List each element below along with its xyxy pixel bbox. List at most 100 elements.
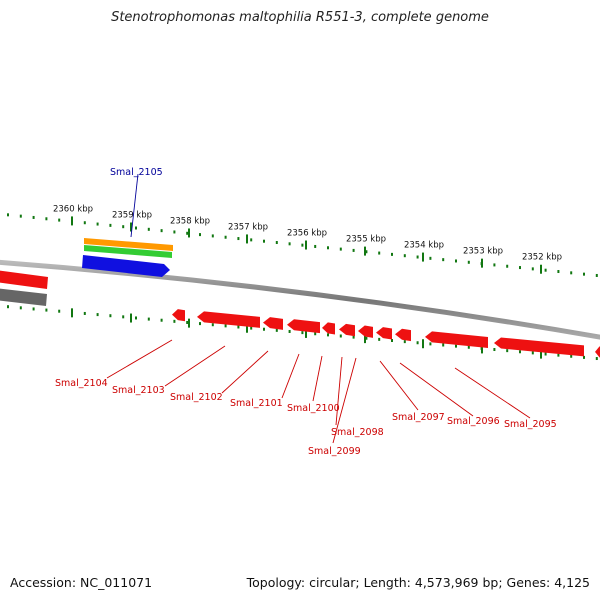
tick-label: 2356 kbp bbox=[287, 229, 327, 239]
tick-dot bbox=[301, 331, 304, 335]
gene-label[interactable]: Smal_2096 bbox=[447, 416, 500, 427]
tick-dot bbox=[544, 352, 547, 356]
tick-dot bbox=[378, 251, 381, 255]
gene-reverse bbox=[339, 323, 355, 337]
tick-dot bbox=[135, 226, 137, 230]
label-leader-line bbox=[281, 353, 300, 399]
tick-dot bbox=[288, 242, 291, 246]
tick-dot bbox=[96, 222, 99, 226]
tick-dot bbox=[275, 241, 278, 245]
label-leaders bbox=[106, 173, 531, 444]
label-leader-line bbox=[399, 362, 474, 417]
tick-dot bbox=[378, 337, 381, 341]
tick-label: 2358 kbp bbox=[170, 216, 210, 226]
gene-label[interactable]: Smal_2099 bbox=[308, 446, 361, 457]
gene-label[interactable]: Smal_2097 bbox=[392, 412, 445, 423]
tick-dot bbox=[45, 217, 48, 221]
tick-dot bbox=[583, 355, 585, 359]
tick-label: 2359 kbp bbox=[112, 210, 152, 220]
tick-dot bbox=[403, 254, 406, 258]
tick-dot bbox=[455, 259, 457, 263]
label-leader-line bbox=[221, 350, 269, 394]
gene-reverse bbox=[358, 325, 373, 338]
gene-label[interactable]: Smal_2101 bbox=[230, 398, 283, 409]
gene-label[interactable]: Smal_2095 bbox=[504, 419, 557, 430]
tick-dot bbox=[339, 247, 342, 251]
tick-dot bbox=[570, 271, 573, 275]
gene-label[interactable]: Smal_2104 bbox=[55, 378, 108, 389]
map-title: Stenotrophomonas maltophilia R551-3, com… bbox=[111, 10, 489, 25]
tick-dot bbox=[199, 233, 201, 237]
tick-dot bbox=[442, 258, 445, 262]
tick-dot bbox=[506, 264, 509, 268]
gene-reverse bbox=[494, 337, 584, 357]
tick-dot bbox=[160, 229, 163, 233]
tick-dot bbox=[416, 255, 419, 259]
tick-dot bbox=[531, 267, 534, 271]
label-leader-line bbox=[454, 367, 531, 419]
tick-dot bbox=[45, 308, 48, 312]
tick-dot bbox=[250, 326, 253, 330]
tick-dot bbox=[339, 334, 342, 338]
label-leader-line bbox=[164, 345, 226, 387]
gene-label[interactable]: Smal_2100 bbox=[287, 403, 340, 414]
tick-dot bbox=[263, 327, 265, 331]
gene-reverse bbox=[376, 327, 392, 340]
tick-dot bbox=[122, 315, 125, 319]
gene-label[interactable]: Smal_2105 bbox=[110, 167, 163, 178]
tick-dot bbox=[493, 263, 496, 267]
rna-feature-green bbox=[84, 245, 172, 258]
tick-dot bbox=[391, 338, 393, 342]
tick-dot bbox=[224, 324, 227, 328]
tick-label: 2352 kbp bbox=[522, 253, 562, 263]
tick-dot bbox=[557, 270, 560, 274]
label-leader-line bbox=[312, 355, 323, 402]
tick-dot bbox=[186, 320, 189, 324]
gene-label[interactable]: Smal_2103 bbox=[112, 385, 165, 396]
tick-dot bbox=[442, 343, 445, 347]
tick-dot bbox=[237, 237, 240, 241]
tick-dot bbox=[429, 342, 432, 346]
genome-backbone bbox=[0, 259, 600, 340]
tick-label: 2355 kbp bbox=[346, 235, 386, 245]
tick-dot bbox=[147, 317, 150, 321]
tick-dot bbox=[403, 340, 406, 344]
tick-dot bbox=[365, 250, 368, 254]
tick-ring bbox=[7, 213, 598, 361]
tick-dot bbox=[595, 273, 598, 277]
tick-dot bbox=[19, 214, 22, 218]
tick-dot bbox=[570, 354, 573, 358]
tick-dot bbox=[557, 353, 560, 357]
tick-dot bbox=[467, 345, 470, 349]
gene-reverse bbox=[263, 317, 283, 330]
gene-reverse bbox=[287, 319, 320, 334]
gene-label[interactable]: Smal_2102 bbox=[170, 392, 223, 403]
gene-label[interactable]: Smal_2098 bbox=[331, 427, 384, 438]
tick-dot bbox=[83, 311, 86, 315]
gene-features bbox=[0, 238, 600, 358]
tick-dot bbox=[32, 215, 35, 219]
tick-dot bbox=[352, 335, 355, 339]
gene-reverse bbox=[197, 311, 260, 328]
tick-dot bbox=[544, 268, 547, 272]
rna-feature-orange bbox=[84, 238, 173, 251]
gene-reverse bbox=[395, 328, 411, 342]
tick-labels: 2360 kbp 2359 kbp 2358 kbp 2357 kbp 2356 kbp… bbox=[53, 204, 562, 262]
gene-reverse bbox=[172, 309, 185, 322]
tick-dot bbox=[224, 235, 227, 239]
tick-dot bbox=[583, 272, 585, 276]
tick-dot bbox=[160, 318, 163, 322]
tick-dot bbox=[186, 231, 189, 235]
tick-label: 2360 kbp bbox=[53, 204, 93, 214]
tick-dot bbox=[7, 305, 9, 309]
gene-reverse bbox=[322, 322, 335, 335]
tick-label: 2357 kbp bbox=[228, 222, 268, 232]
tick-dot bbox=[96, 313, 99, 317]
tick-dot bbox=[7, 213, 9, 217]
gene-labels: Smal_2105 Smal_2104 Smal_2103 Smal_2102 Smal… bbox=[55, 167, 557, 457]
tick-dot bbox=[327, 246, 329, 250]
tick-dot bbox=[237, 325, 240, 329]
tick-dot bbox=[109, 223, 112, 227]
topology-summary: Topology: circular; Length: 4,573,969 bp… bbox=[246, 575, 590, 590]
